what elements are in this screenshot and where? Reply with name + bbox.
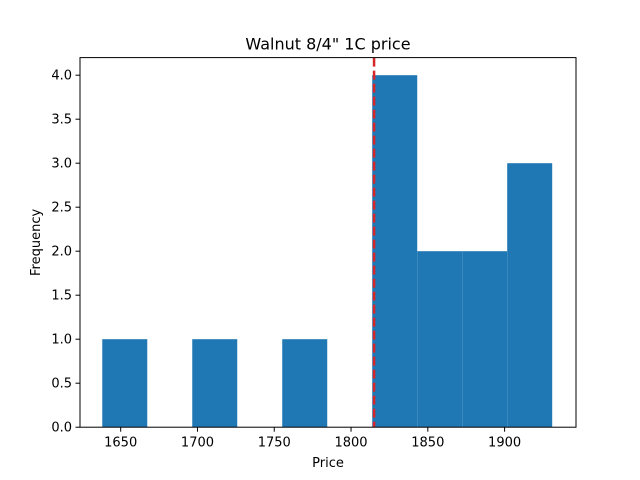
y-tick-label: 4.0: [51, 69, 72, 84]
x-tick-label: 1700: [181, 436, 214, 451]
y-tick-label: 2.0: [51, 245, 72, 260]
plot-frame: [79, 57, 577, 428]
histogram-bar: [282, 339, 328, 428]
y-tick-label: 1.5: [51, 289, 72, 304]
histogram-bar: [507, 163, 553, 428]
x-tick-label: 1800: [334, 436, 367, 451]
x-axis-label: Price: [312, 456, 344, 471]
y-tick-label: 0.0: [51, 421, 72, 436]
histogram-bar: [417, 251, 463, 428]
y-axis: 0.0 0.5 1.0 1.5 2.0 2.5 3.0 3.5 4.0: [51, 69, 80, 436]
y-tick-label: 3.0: [51, 157, 72, 172]
x-tick-label: 1900: [488, 436, 521, 451]
y-tick-label: 0.5: [51, 377, 72, 392]
y-tick-label: 3.5: [51, 113, 72, 128]
y-axis-label: Frequency: [29, 209, 44, 276]
y-tick-label: 1.0: [51, 333, 72, 348]
histogram-bar: [462, 251, 508, 428]
histogram-bar: [102, 339, 148, 428]
chart-title: Walnut 8/4" 1C price: [245, 35, 410, 54]
bars-layer: [102, 75, 553, 428]
histogram-bar: [372, 75, 418, 428]
x-axis: 1650 1700 1750 1800 1850 1900: [104, 427, 521, 451]
x-tick-label: 1850: [411, 436, 444, 451]
x-tick-label: 1750: [258, 436, 291, 451]
y-tick-label: 2.5: [51, 201, 72, 216]
x-tick-label: 1650: [104, 436, 137, 451]
histogram-bar: [192, 339, 238, 428]
